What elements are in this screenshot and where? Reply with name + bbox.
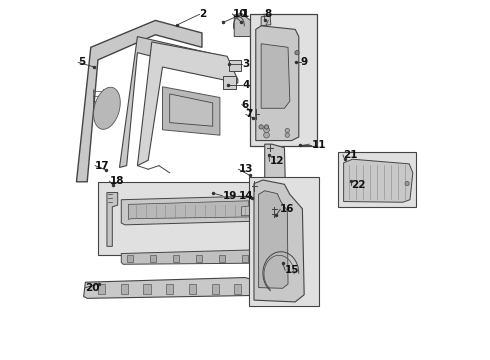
Polygon shape: [343, 159, 413, 202]
Polygon shape: [261, 44, 290, 108]
Circle shape: [295, 50, 299, 55]
Text: 9: 9: [300, 57, 308, 67]
Text: 22: 22: [351, 180, 365, 190]
Text: 18: 18: [109, 176, 124, 186]
Bar: [250, 14, 317, 146]
Polygon shape: [229, 60, 242, 71]
Polygon shape: [242, 206, 251, 216]
Bar: [242, 255, 248, 262]
Polygon shape: [170, 94, 213, 126]
Polygon shape: [122, 250, 256, 264]
Bar: [144, 284, 150, 294]
Polygon shape: [252, 278, 261, 297]
Bar: [166, 284, 173, 294]
Text: 20: 20: [85, 283, 100, 293]
Polygon shape: [84, 278, 258, 298]
Text: 7: 7: [245, 109, 253, 120]
Polygon shape: [256, 26, 299, 140]
Text: 10: 10: [232, 9, 247, 19]
Bar: [150, 255, 156, 262]
Text: 12: 12: [270, 156, 284, 166]
Text: 15: 15: [285, 265, 300, 275]
Bar: [98, 182, 263, 255]
Text: 11: 11: [311, 140, 326, 150]
Polygon shape: [234, 13, 250, 37]
Polygon shape: [254, 180, 304, 302]
Bar: [248, 177, 318, 306]
Text: 5: 5: [78, 57, 85, 67]
Bar: [196, 255, 202, 262]
Polygon shape: [76, 21, 202, 182]
Bar: [219, 255, 225, 262]
Text: 16: 16: [280, 204, 294, 215]
Polygon shape: [107, 193, 118, 246]
Text: 3: 3: [242, 59, 249, 69]
Circle shape: [405, 181, 409, 186]
Text: 21: 21: [343, 150, 357, 160]
Polygon shape: [163, 87, 220, 135]
Polygon shape: [128, 201, 249, 220]
Circle shape: [285, 133, 290, 137]
Text: 14: 14: [239, 191, 253, 201]
Bar: [121, 284, 128, 294]
Polygon shape: [261, 16, 271, 26]
Text: 8: 8: [264, 9, 271, 19]
Polygon shape: [259, 191, 288, 288]
Text: 19: 19: [222, 191, 237, 201]
Circle shape: [285, 129, 290, 133]
Text: 17: 17: [95, 161, 110, 171]
Bar: [189, 284, 196, 294]
Polygon shape: [223, 76, 236, 89]
Bar: [127, 255, 133, 262]
Bar: [234, 284, 242, 294]
Text: 6: 6: [242, 100, 249, 110]
Polygon shape: [122, 196, 254, 225]
Circle shape: [259, 125, 263, 129]
Text: 13: 13: [239, 164, 253, 174]
Text: 1: 1: [242, 9, 248, 19]
Polygon shape: [265, 144, 286, 229]
Bar: [98, 284, 105, 294]
Circle shape: [264, 132, 270, 138]
Polygon shape: [137, 42, 238, 166]
Ellipse shape: [94, 87, 120, 129]
Text: 2: 2: [199, 9, 207, 19]
Circle shape: [265, 125, 269, 129]
Text: 4: 4: [242, 80, 249, 90]
Bar: [173, 255, 179, 262]
Circle shape: [264, 127, 270, 133]
Polygon shape: [120, 37, 231, 167]
Bar: [212, 284, 219, 294]
Bar: [338, 152, 416, 207]
